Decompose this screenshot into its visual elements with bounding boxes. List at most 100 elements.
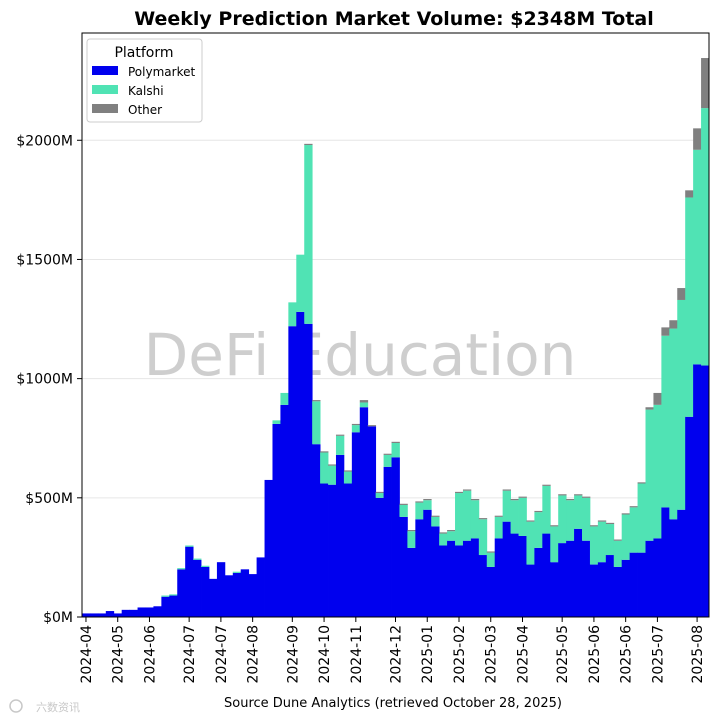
bar-other	[470, 499, 480, 501]
x-tick-label: 2024-09	[285, 625, 301, 684]
bar-kalshi	[637, 483, 646, 553]
bar-polymarket	[574, 528, 583, 617]
bar-polymarket	[455, 545, 464, 617]
bar-other	[685, 190, 694, 198]
bar-polymarket	[534, 547, 543, 617]
x-tick-label: 2025-01	[420, 625, 436, 684]
bar-kalshi	[201, 565, 210, 567]
x-tick-label: 2024-08	[246, 625, 262, 684]
bar-other	[589, 525, 599, 527]
bar-polymarket	[415, 519, 424, 617]
bar-kalshi	[558, 495, 567, 544]
bar-polymarket	[621, 559, 631, 617]
bar-kalshi	[653, 404, 662, 539]
bar-other	[629, 506, 638, 508]
bar-kalshi	[701, 108, 710, 366]
bar-kalshi	[685, 197, 694, 417]
bar-kalshi	[280, 392, 289, 405]
bar-other	[574, 494, 583, 496]
bar-other	[447, 529, 456, 532]
bar-kalshi	[320, 452, 329, 484]
bar-polymarket	[224, 575, 234, 617]
bar-kalshi	[510, 500, 519, 534]
bar-kalshi	[534, 512, 543, 548]
bar-kalshi	[185, 545, 194, 547]
bar-polymarket	[201, 566, 210, 617]
bar-other	[407, 529, 416, 532]
bar-kalshi	[383, 454, 392, 467]
y-tick-label: $1500M	[16, 252, 73, 268]
y-tick-label: $0M	[43, 610, 73, 626]
bar-polymarket	[661, 507, 670, 617]
bar-other	[693, 128, 702, 150]
bar-kalshi	[177, 568, 186, 570]
bar-other	[701, 58, 710, 109]
bar-other	[597, 520, 607, 522]
bar-kalshi	[661, 335, 670, 508]
bar-polymarket	[510, 533, 519, 617]
bar-other	[653, 392, 662, 405]
bar-kalshi	[288, 302, 297, 327]
bar-polymarket	[605, 555, 615, 617]
bar-kalshi	[526, 521, 535, 565]
bar-kalshi	[328, 465, 337, 485]
bar-polymarket	[97, 613, 107, 617]
legend-label-other: Other	[128, 103, 162, 117]
bar-polymarket	[439, 545, 448, 617]
bar-other	[605, 522, 615, 525]
bar-polymarket	[526, 564, 535, 617]
bar-other	[486, 551, 496, 553]
bar-polymarket	[161, 596, 170, 617]
x-tick-label: 2025-07	[650, 625, 666, 684]
bar-kalshi	[455, 493, 464, 546]
bar-polymarket	[280, 404, 289, 617]
bar-other	[343, 470, 353, 472]
bar-kalshi	[296, 254, 305, 312]
bar-other	[613, 539, 623, 541]
bar-other	[550, 525, 559, 527]
bar-other	[558, 494, 567, 496]
bar-polymarket	[462, 540, 472, 617]
x-tick-label: 2024-05	[111, 625, 127, 684]
bar-polymarket	[582, 540, 591, 617]
bar-polymarket	[383, 466, 392, 617]
legend-label-polymarket: Polymarket	[128, 65, 195, 79]
bar-polymarket	[248, 574, 258, 617]
bar-polymarket	[566, 540, 575, 617]
bar-polymarket	[129, 609, 138, 617]
bar-polymarket	[304, 323, 313, 617]
bar-polymarket	[320, 483, 329, 617]
bar-kalshi	[359, 402, 369, 408]
x-tick-label: 2025-06	[587, 625, 603, 684]
bar-kalshi	[391, 442, 400, 458]
chart-caption: Source Dune Analytics (retrieved October…	[224, 696, 562, 711]
bar-polymarket	[185, 546, 194, 617]
bar-kalshi	[343, 471, 353, 484]
bar-polymarket	[177, 569, 186, 617]
bar-polymarket	[431, 526, 440, 617]
bar-other	[677, 288, 686, 300]
bar-polymarket	[447, 540, 456, 617]
bar-other	[582, 496, 591, 498]
bar-kalshi	[439, 533, 448, 546]
bar-kalshi	[351, 425, 361, 433]
bar-kalshi	[669, 328, 678, 520]
bar-polymarket	[296, 311, 305, 617]
bar-kalshi	[462, 490, 472, 541]
bar-kalshi	[415, 502, 424, 520]
bar-polymarket	[335, 454, 345, 617]
bar-kalshi	[645, 409, 654, 541]
x-tick-label: 2025-08	[690, 625, 706, 684]
bar-polymarket	[502, 521, 511, 617]
bar-kalshi	[399, 504, 408, 517]
bar-kalshi	[169, 594, 178, 596]
bar-polymarket	[486, 566, 496, 617]
bar-other	[439, 532, 448, 534]
y-axis: $0M $500M $1000M $1500M $2000M	[16, 133, 82, 626]
bar-kalshi	[272, 420, 281, 424]
bar-polymarket	[550, 562, 559, 617]
bar-other	[375, 491, 384, 494]
bar-other	[359, 400, 369, 403]
bar-polymarket	[312, 444, 321, 617]
